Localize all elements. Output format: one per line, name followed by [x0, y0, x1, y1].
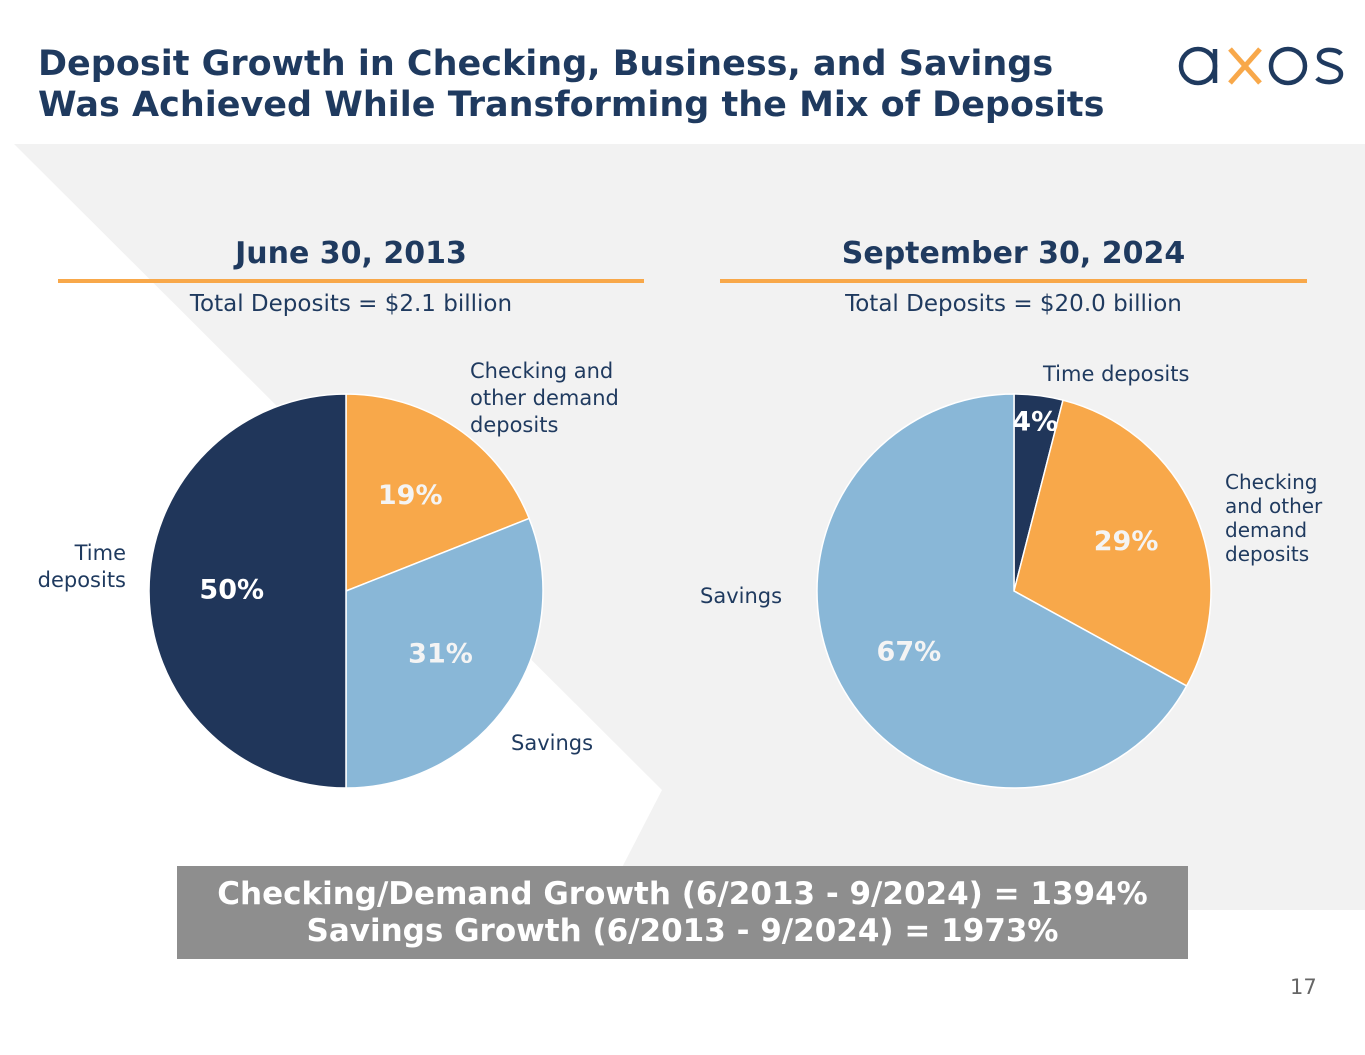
p2-label-checking-line1: Checking [1225, 470, 1318, 494]
checking-growth-text: Checking/Demand Growth (6/2013 - 9/2024)… [217, 875, 1148, 912]
pie-chart-2024: 4% 29% 67% [816, 393, 1212, 789]
pie1-slice-2 [816, 393, 1188, 789]
p2-label-time: Time deposits [1043, 361, 1189, 388]
p1-label-checking-line1: Checking and [470, 359, 614, 383]
p2-label-savings: Savings [700, 583, 782, 610]
pie1-slice-label-2: 67% [877, 637, 942, 668]
p2-label-time-line1: Time deposits [1043, 362, 1190, 386]
growth-summary-box: Checking/Demand Growth (6/2013 - 9/2024)… [177, 866, 1188, 959]
title-line-1: Deposit Growth in Checking, Business, an… [38, 44, 1054, 84]
pie1-slice-label-1: 29% [1094, 526, 1159, 557]
panel1-date-title: June 30, 2013 [235, 236, 467, 271]
p1-label-savings: Savings [511, 730, 593, 757]
p1-label-time-line1: Time [74, 541, 126, 565]
pie0-slice-label-1: 31% [408, 639, 473, 670]
pie0-slice-0 [345, 393, 531, 593]
pie0-slice-label-2: 50% [199, 575, 264, 606]
pie0-slice-2 [148, 393, 347, 789]
page-number: 17 [1290, 975, 1317, 999]
title-line-2: Was Achieved While Transforming the Mix … [38, 85, 1105, 125]
panel2-total-deposits: Total Deposits = $20.0 billion [845, 291, 1182, 317]
p2-label-checking-line4: deposits [1225, 542, 1310, 566]
axos-logo [1178, 46, 1344, 86]
p1-label-checking-line3: deposits [470, 413, 559, 437]
pie1-slice-1 [1013, 399, 1212, 687]
p2-label-checking-line2: and other [1225, 494, 1323, 518]
p1-label-checking-line2: other demand [470, 386, 619, 410]
pie-chart-2013: 19% 31% 50% [148, 393, 544, 789]
p2-label-checking-line3: demand [1225, 518, 1308, 542]
p2-label-savings-line1: Savings [700, 584, 783, 608]
pie1-slice-label-0: 4% [1012, 406, 1058, 437]
p1-label-time: Time deposits [20, 540, 126, 594]
p1-label-time-line2: deposits [37, 568, 126, 592]
pie0-slice-label-0: 19% [378, 480, 443, 511]
p2-label-checking: Checking and other demand deposits [1225, 470, 1322, 566]
pie0-slice-1 [345, 517, 544, 789]
panel2-rule [720, 279, 1307, 283]
panel1-rule [58, 279, 644, 283]
p1-label-savings-line1: Savings [511, 731, 594, 755]
savings-growth-text: Savings Growth (6/2013 - 9/2024) = 1973% [306, 912, 1059, 949]
panel1-total-deposits: Total Deposits = $2.1 billion [189, 291, 513, 317]
p1-label-checking: Checking and other demand deposits [470, 358, 619, 439]
page-title: Deposit Growth in Checking, Business, an… [38, 44, 1104, 126]
panel2-date-title: September 30, 2024 [841, 236, 1186, 271]
